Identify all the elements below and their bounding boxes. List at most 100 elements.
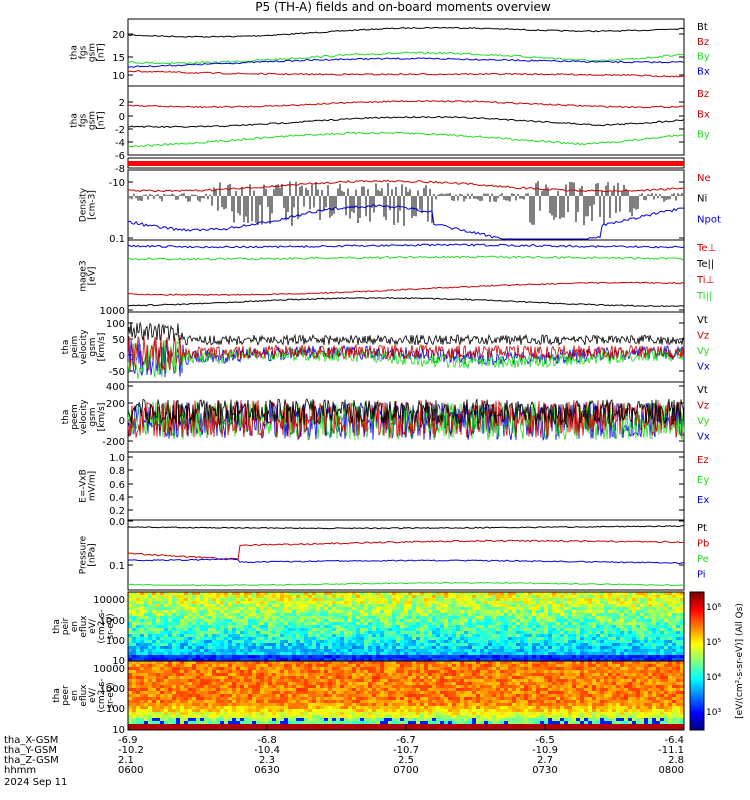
spectrogram-cell [156,667,160,670]
spectrogram-cell [556,682,560,685]
spectrogram-cell [336,607,340,610]
spectrogram-cell [668,643,672,646]
spectrogram-cell [376,634,380,637]
spectrogram-cell [548,613,552,616]
spectrogram-cell [620,622,624,625]
spectrogram-cell [544,607,548,610]
spectrogram-cell [180,595,184,598]
spectrogram-cell [468,655,472,658]
spectrogram-cell [272,631,276,634]
spectrogram-cell [492,658,496,661]
spectrogram-cell [400,682,404,685]
spectrogram-cell [408,661,412,664]
spectrogram-cell [408,682,412,685]
spectrogram-cell [628,640,632,643]
spectrogram-cell [136,664,140,667]
spectrogram-cell [364,634,368,637]
spectrogram-cell [316,634,320,637]
spectrogram-cell [132,670,136,673]
spectrogram-cell [304,628,308,631]
spectrogram-cell [236,622,240,625]
spectrogram-cell [624,676,628,679]
spectrogram-cell [436,661,440,664]
spectrogram-cell [272,682,276,685]
spectrogram-cell [352,682,356,685]
spectrogram-cell [208,601,212,604]
spectrogram-cell [216,649,220,652]
spectrogram-cell [360,679,364,682]
spectrogram-cell [308,646,312,649]
spectrogram-cell [456,610,460,613]
spectrogram-cell [508,646,512,649]
spectrogram-cell [664,622,668,625]
spectrogram-cell [672,646,676,649]
spectrogram-cell [436,652,440,655]
spectrogram-cell [600,676,604,679]
spectrogram-cell [492,649,496,652]
spectrogram-cell [352,601,356,604]
spectrogram-cell [168,664,172,667]
spectrogram-cell [468,604,472,607]
spectrogram-cell [240,619,244,622]
spectrogram-cell [272,601,276,604]
spectrogram-cell [276,658,280,661]
spectrogram-cell [368,595,372,598]
spectrogram-cell [260,679,264,682]
spectrogram-cell [456,592,460,595]
spectrogram-cell [636,664,640,667]
spectrogram-cell [252,634,256,637]
spectrogram-cell [248,664,252,667]
spectrogram-cell [244,670,248,673]
spectrogram-cell [376,682,380,685]
spectrogram-cell [348,595,352,598]
spectrogram-cell [284,688,288,691]
spectrogram-cell [140,622,144,625]
spectrogram-cell [432,634,436,637]
spectrogram-cell [248,607,252,610]
spectrogram-cell [328,613,332,616]
spectrogram-cell [268,676,272,679]
spectrogram-cell [416,649,420,652]
spectrogram-cell [420,685,424,688]
spectrogram-cell [220,628,224,631]
spectrogram-cell [140,631,144,634]
spectrogram-cell [216,685,220,688]
spectrogram-cell [164,619,168,622]
spectrogram-cell [616,658,620,661]
spectrogram-cell [288,685,292,688]
spectrogram-cell [368,646,372,649]
spectrogram-cell [452,610,456,613]
spectrogram-cell [532,610,536,613]
spectrogram-cell [332,595,336,598]
spectrogram-cell [320,613,324,616]
spectrogram-cell [384,667,388,670]
quality-flag-bar [128,161,684,166]
spectrogram-cell [608,664,612,667]
spectrogram-cell [344,679,348,682]
spectrogram-cell [408,613,412,616]
spectrogram-cell [468,610,472,613]
spectrogram-cell [376,628,380,631]
spectrogram-cell [272,607,276,610]
spectrogram-cell [528,682,532,685]
spectrogram-cell [332,646,336,649]
spectrogram-cell [680,676,684,679]
spectrogram-cell [528,637,532,640]
spectrogram-cell [172,652,176,655]
spectrogram-cell [364,661,368,664]
spectrogram-cell [496,595,500,598]
spectrogram-cell [344,595,348,598]
spectrogram-cell [436,607,440,610]
spectrogram-cell [160,640,164,643]
spectrogram-cell [656,679,660,682]
spectrogram-cell [384,601,388,604]
spectrogram-cell [644,664,648,667]
spectrogram-cell [260,610,264,613]
spectrogram-cell [544,685,548,688]
spectrogram-cell [388,634,392,637]
spectrogram-cell [464,658,468,661]
spectrogram-cell [376,649,380,652]
spectrogram-cell [420,682,424,685]
spectrogram-cell [552,676,556,679]
spectrogram-cell [416,598,420,601]
